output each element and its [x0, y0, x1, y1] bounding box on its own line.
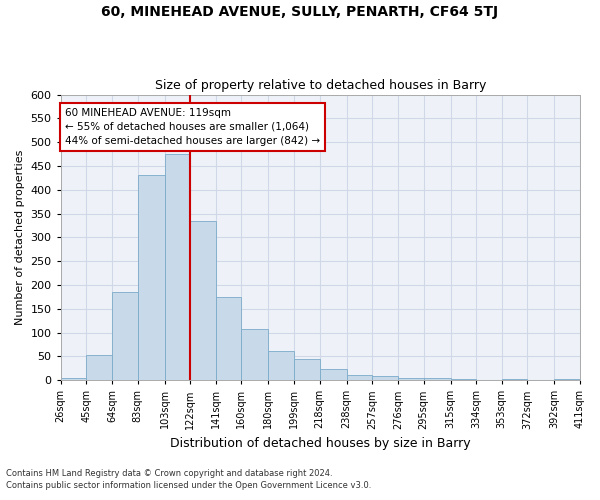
Bar: [554, 378, 580, 380]
Bar: [86, 356, 112, 380]
Title: Size of property relative to detached houses in Barry: Size of property relative to detached ho…: [155, 79, 486, 92]
Bar: [268, 350, 294, 380]
Text: Contains HM Land Registry data © Crown copyright and database right 2024.
Contai: Contains HM Land Registry data © Crown c…: [6, 469, 371, 490]
Bar: [347, 376, 372, 380]
Bar: [451, 379, 476, 380]
Bar: [320, 369, 347, 380]
X-axis label: Distribution of detached houses by size in Barry: Distribution of detached houses by size …: [170, 437, 470, 450]
Bar: [61, 378, 86, 380]
Bar: [241, 329, 268, 380]
Text: 60 MINEHEAD AVENUE: 119sqm
← 55% of detached houses are smaller (1,064)
44% of s: 60 MINEHEAD AVENUE: 119sqm ← 55% of deta…: [65, 108, 320, 146]
Bar: [190, 220, 216, 380]
Bar: [112, 292, 137, 380]
Bar: [424, 378, 451, 380]
Bar: [164, 154, 190, 380]
Bar: [372, 376, 398, 380]
Bar: [502, 379, 527, 380]
Bar: [294, 358, 320, 380]
Bar: [216, 297, 241, 380]
Bar: [137, 176, 164, 380]
Text: 60, MINEHEAD AVENUE, SULLY, PENARTH, CF64 5TJ: 60, MINEHEAD AVENUE, SULLY, PENARTH, CF6…: [101, 5, 499, 19]
Y-axis label: Number of detached properties: Number of detached properties: [15, 150, 25, 325]
Bar: [398, 378, 424, 380]
